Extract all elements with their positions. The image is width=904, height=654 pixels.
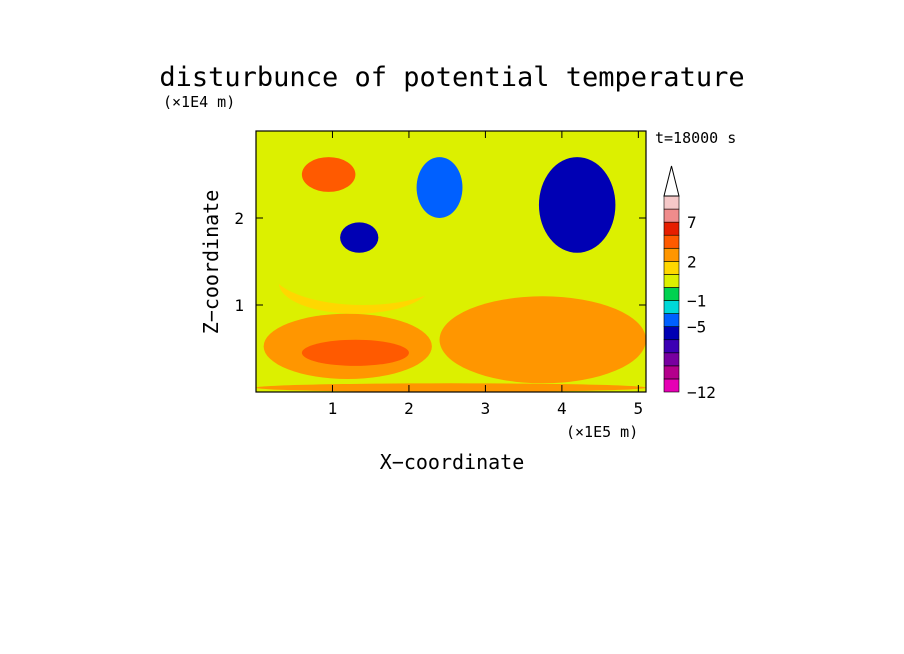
contour-field [256, 157, 646, 392]
contour-region-5 [271, 235, 455, 305]
x-tick-label: 4 [557, 399, 567, 418]
colorbar-tick-label: 2 [687, 252, 697, 271]
y-unit-label: (×1E4 m) [163, 93, 235, 111]
colorbar-bin [663, 208, 680, 223]
y-axis-label: Z−coordinate [199, 190, 223, 335]
contour-region-8 [538, 157, 616, 253]
colorbar-bin [663, 326, 680, 341]
colorbar-tick-label: −5 [687, 318, 706, 337]
colorbar-bin [663, 247, 680, 262]
colorbar: 7 2 −1 −5 −12 [663, 165, 716, 402]
contour-region-0 [256, 383, 646, 392]
contour-region-2 [301, 339, 409, 366]
contour-region-6 [340, 222, 379, 253]
plot-area [255, 130, 647, 393]
x-tick-label: 3 [481, 399, 491, 418]
colorbar-tick-label: 7 [687, 213, 697, 232]
x-tick-label: 2 [404, 399, 414, 418]
colorbar-bin [663, 352, 680, 367]
x-tick-label: 5 [634, 399, 644, 418]
colorbar-bin [663, 287, 680, 301]
colorbar-bin [663, 195, 680, 210]
colorbar-bin [663, 261, 680, 275]
y-axis: 12 [234, 209, 646, 315]
x-axis: 1 2 3 4 5 [328, 131, 644, 418]
contour-region-3 [439, 296, 646, 384]
plot-frame [255, 130, 647, 393]
colorbar-tick-label: −1 [687, 292, 706, 311]
colorbar-bin [663, 221, 680, 236]
contour-region-7 [301, 157, 356, 192]
y-tick-label: 2 [234, 209, 244, 228]
colorbar-bin [663, 378, 680, 393]
colorbar-extend-arrow [663, 165, 680, 197]
x-unit-label: (×1E5 m) [566, 423, 638, 441]
chart-title: disturbunce of potential temperature [159, 62, 744, 93]
colorbar-bin [663, 313, 680, 327]
time-label: t=18000 s [655, 129, 736, 147]
y-tick-label: 1 [234, 296, 244, 315]
colorbar-bin [663, 339, 680, 354]
colorbar-bin [663, 234, 680, 249]
contour-region-9 [416, 157, 463, 218]
x-tick-label: 1 [328, 399, 338, 418]
colorbar-bin [663, 365, 680, 380]
colorbar-bin [663, 300, 680, 314]
x-axis-label: X−coordinate [380, 450, 525, 474]
colorbar-bin [663, 274, 680, 288]
colorbar-tick-label: −12 [687, 383, 716, 402]
